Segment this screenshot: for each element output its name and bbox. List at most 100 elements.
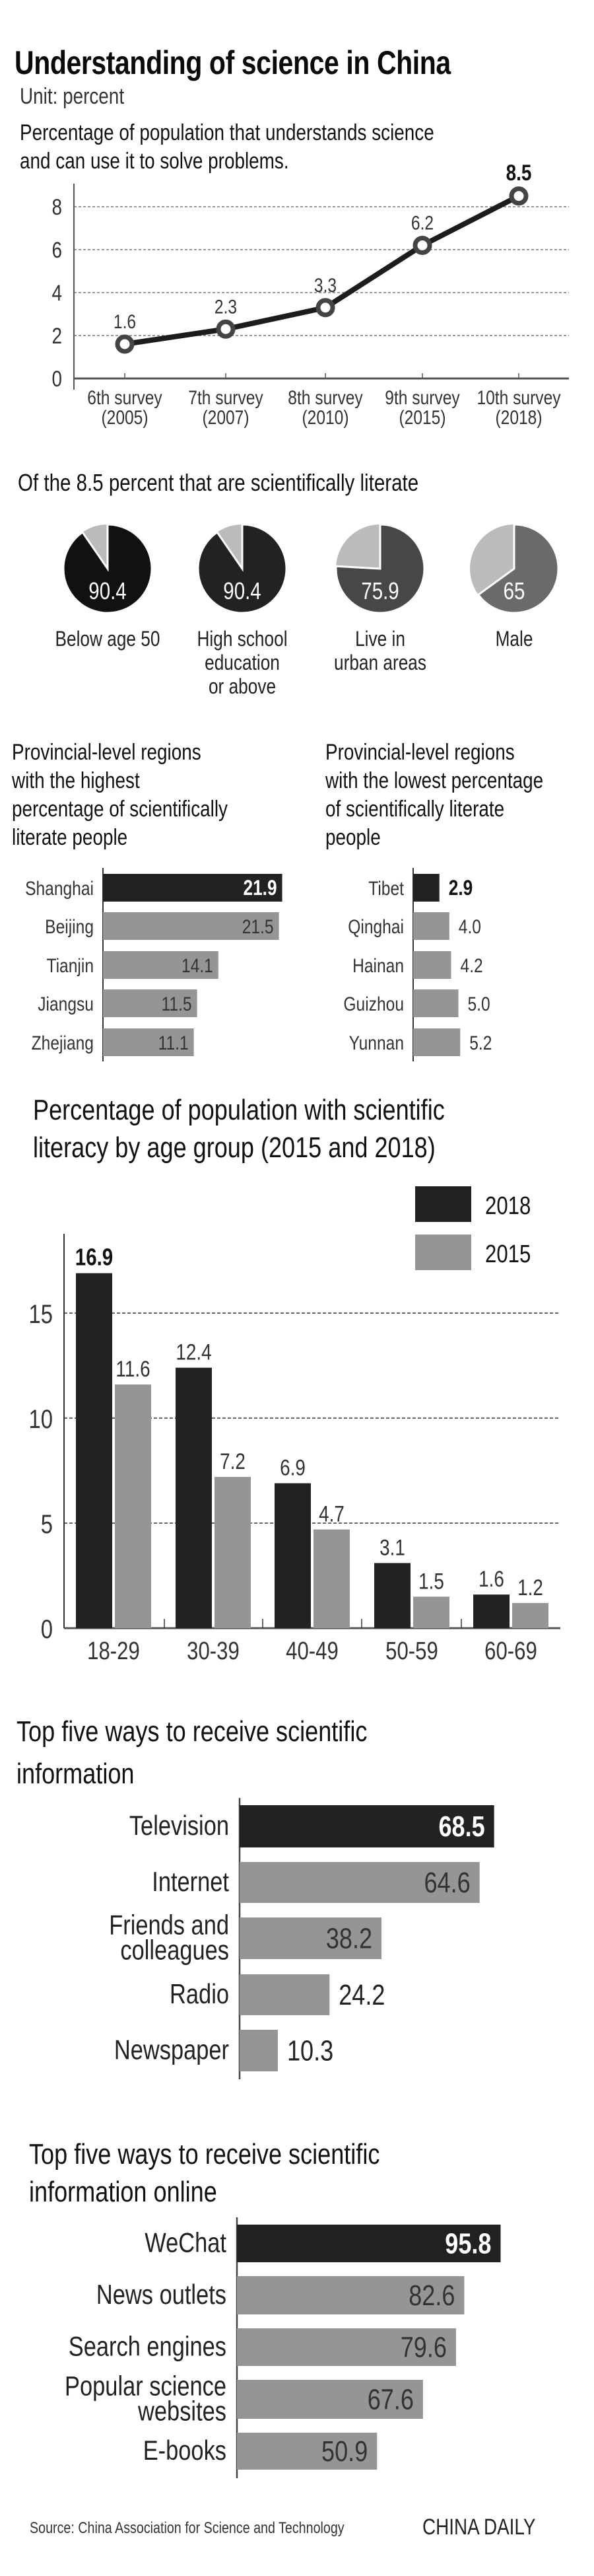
pie-value-slice (477, 523, 560, 614)
pie-category-label-group: Male (496, 628, 533, 651)
y-tick-label-group: 2 (51, 323, 62, 348)
y-tick-label-group: 10 (29, 1404, 53, 1434)
y-tick-label: 0 (41, 1614, 53, 1644)
y-tick-label: 2 (51, 323, 62, 348)
data-label-group: 1.6 (114, 310, 136, 333)
bar-category-label-group: Hainan (352, 954, 404, 977)
bar (240, 1917, 382, 1959)
legend-label-group: 2015 (485, 1240, 531, 1268)
bar-value-label: 67.6 (368, 2383, 414, 2415)
bar-category-label: WeChat (145, 2227, 226, 2258)
y-tick-label-group: 6 (51, 237, 62, 262)
bar (103, 951, 218, 979)
bar-2018 (76, 1273, 112, 1628)
pie-category-label-group: Live in (355, 628, 405, 651)
bar-2015 (314, 1529, 350, 1628)
lowest-regions-title: Provincial-level regions with the lowest… (325, 738, 543, 852)
y-tick-label: 15 (29, 1299, 53, 1329)
bar-category-label-group: Friends and (109, 1910, 229, 1941)
bar-value-label-group: 38.2 (326, 1922, 372, 1954)
bar (237, 2276, 465, 2314)
x-tick-label-group: (2015) (399, 406, 446, 429)
bar (413, 989, 459, 1017)
bar-value-label-group: 21.9 (244, 877, 277, 900)
bar-value-label: 68.5 (438, 1810, 484, 1843)
bar-category-label-group: Yunnan (349, 1032, 404, 1054)
bar-value-label-group: 4.7 (319, 1501, 345, 1526)
bar-value-label: 10.3 (287, 2034, 333, 2067)
legend-label: 2015 (485, 1240, 531, 1268)
pie-value-label-group: 90.4 (223, 577, 261, 604)
bar (413, 874, 440, 902)
bar-value-label-group: 1.6 (478, 1567, 504, 1592)
bar-category-label-group: WeChat (145, 2227, 226, 2258)
line-chart-title-line: Percentage of population that understand… (20, 120, 434, 145)
bar-2015 (512, 1602, 548, 1628)
x-tick-label-group: 60-69 (484, 1637, 537, 1665)
pie-category-label: education (205, 652, 280, 675)
bar (103, 912, 279, 940)
bar-category-label: Television (129, 1810, 229, 1842)
bar-category-label-group: E-books (143, 2435, 226, 2466)
legend-swatch (415, 1234, 471, 1270)
pie-category-label: or above (209, 676, 276, 699)
pie-category-label: High school (197, 628, 287, 651)
x-tick-label-group: 8th survey (288, 386, 363, 409)
page-title: Understanding of science in China (15, 44, 451, 81)
title-line: Percentage of population with scientific (33, 1094, 445, 1126)
x-tick-label: 30-39 (187, 1637, 240, 1665)
bar-category-label-group: News outlets (96, 2279, 226, 2310)
y-tick-label-group: 8 (51, 194, 62, 219)
pie-category-label-group: Below age 50 (55, 628, 160, 651)
title-line: of scientifically literate (325, 797, 505, 822)
bar-value-label: 4.2 (461, 954, 483, 977)
x-tick-label-group: (2005) (101, 406, 148, 429)
bar-category-label: Newspaper (114, 2034, 229, 2065)
y-tick-label: 8 (51, 194, 62, 219)
bar-category-label-group: Jiangsu (38, 993, 94, 1015)
ways-chart-title: Top five ways to receive scientific info… (16, 1711, 367, 1795)
bar (103, 1028, 194, 1056)
y-tick-label-group: 4 (51, 280, 62, 305)
pie-section-title: Of the 8.5 percent that are scientifical… (18, 469, 419, 496)
bar (240, 1974, 330, 2015)
bar-value-label: 12.4 (176, 1340, 211, 1365)
bar-value-label: 38.2 (326, 1922, 372, 1954)
pie-value-label: 90.4 (223, 577, 261, 604)
bar-value-label-group: 6.9 (280, 1455, 306, 1480)
pie-category-label: Below age 50 (55, 628, 160, 651)
bar-value-label: 1.5 (418, 1569, 444, 1594)
bar-category-label: Jiangsu (38, 993, 94, 1015)
title-line: percentage of scientifically (12, 797, 228, 822)
bar-category-label: websites (137, 2396, 226, 2427)
bar-value-label-group: 5.2 (469, 1032, 492, 1054)
bar-value-label-group: 10.3 (287, 2034, 333, 2067)
bar-category-label: Friends and (109, 1910, 229, 1941)
bar-value-label: 5.2 (469, 1032, 492, 1054)
data-point (315, 298, 335, 318)
x-tick-label: (2018) (495, 406, 542, 429)
y-tick-label: 6 (51, 237, 62, 262)
x-tick-label-group: (2010) (302, 406, 348, 429)
x-tick-label-group: 7th survey (188, 386, 263, 409)
bar-category-label-group: colleagues (120, 1935, 229, 1966)
x-tick-label: 9th survey (385, 386, 460, 409)
x-tick-label: (2010) (302, 406, 348, 429)
bar-value-label: 64.6 (424, 1867, 471, 1899)
data-point (216, 319, 236, 339)
bar-value-label: 24.2 (339, 1979, 385, 2011)
bar-value-label: 6.9 (280, 1455, 306, 1480)
bar-value-label: 11.1 (158, 1032, 189, 1054)
bar-category-label: Hainan (352, 954, 404, 977)
bar-category-label: colleagues (120, 1935, 229, 1966)
title-line: people (325, 825, 381, 850)
data-point (412, 236, 432, 255)
bar-category-label: Zhejiang (32, 1032, 94, 1054)
data-label: 2.3 (214, 295, 237, 318)
pie-value-label-group: 90.4 (88, 577, 126, 604)
pie-category-label-group: urban areas (334, 652, 426, 675)
bar-value-label: 4.0 (459, 915, 481, 938)
bar-value-label: 5.0 (468, 993, 490, 1015)
bar-2015 (214, 1477, 251, 1628)
y-tick-label-group: 15 (29, 1299, 53, 1329)
